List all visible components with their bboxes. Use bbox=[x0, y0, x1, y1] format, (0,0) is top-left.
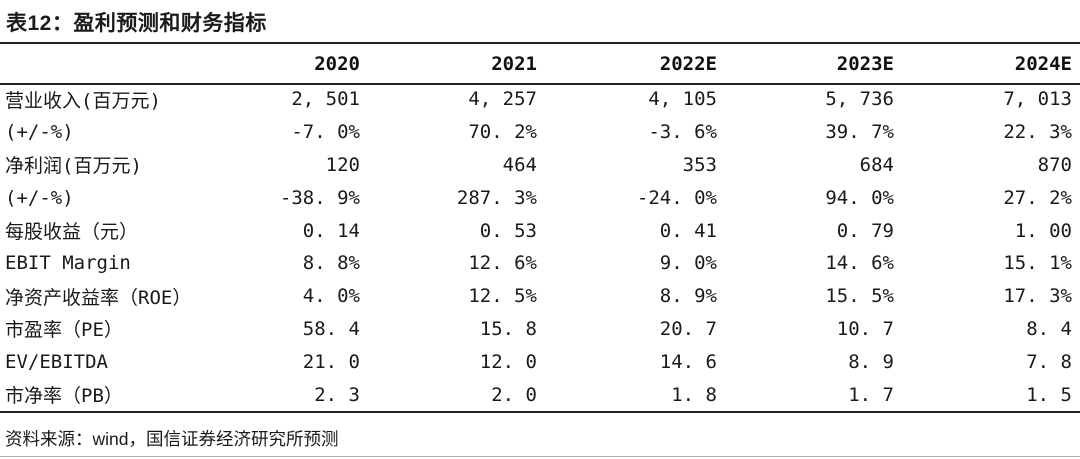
row-label: 市盈率（PE） bbox=[5, 319, 123, 342]
table-row: 每股收益（元） 0. 14 0. 53 0. 41 0. 79 1. 00 bbox=[0, 214, 1072, 247]
table-cell: 5, 736 bbox=[825, 88, 894, 111]
table-cell: 2, 501 bbox=[291, 88, 360, 111]
row-label: 营业收入(百万元) bbox=[5, 89, 161, 112]
table-cell: -38. 9% bbox=[279, 186, 360, 209]
table-cell: 1. 00 bbox=[1014, 219, 1072, 242]
table-cell: 4, 105 bbox=[648, 88, 717, 111]
title-rule bbox=[0, 42, 1080, 44]
table-row: 净资产收益率（ROE） 4. 0% 12. 5% 8. 9% 15. 5% 17… bbox=[0, 280, 1072, 313]
table-cell: 10. 7 bbox=[836, 317, 894, 340]
table-row: (+/-%) -7. 0% 70. 2% -3. 6% 39. 7% 22. 3… bbox=[0, 116, 1072, 149]
table-cell: 1. 5 bbox=[1026, 383, 1072, 406]
table-cell: 9. 0% bbox=[659, 252, 717, 275]
table-cell: 870 bbox=[1037, 153, 1072, 176]
table-cell: 2. 3 bbox=[314, 383, 360, 406]
table-cell: 120 bbox=[325, 153, 360, 176]
table-cell: 15. 1% bbox=[1003, 252, 1072, 275]
table-cell: 12. 5% bbox=[468, 285, 537, 308]
financial-forecast-table: 2020 2021 2022E 2023E 2024E 营业收入(百万元) 2,… bbox=[0, 44, 1072, 411]
table-cell: 22. 3% bbox=[1003, 121, 1072, 144]
table-row: EBIT Margin 8. 8% 12. 6% 9. 0% 14. 6% 15… bbox=[0, 247, 1072, 280]
table-cell: 7, 013 bbox=[1003, 88, 1072, 111]
table-cell: 14. 6 bbox=[659, 350, 717, 373]
row-label: 净利润(百万元) bbox=[5, 155, 142, 178]
table-cell: 8. 4 bbox=[1026, 317, 1072, 340]
table-row: 市净率（PB） 2. 3 2. 0 1. 8 1. 7 1. 5 bbox=[0, 378, 1072, 411]
year-column-header: 2022E bbox=[659, 52, 717, 75]
table-cell: 4. 0% bbox=[302, 285, 360, 308]
table-bottom-rule bbox=[0, 411, 1080, 413]
year-column-header: 2020 bbox=[314, 52, 360, 75]
table-cell: 0. 79 bbox=[836, 219, 894, 242]
table-cell: 39. 7% bbox=[825, 121, 894, 144]
row-label: (+/-%) bbox=[5, 186, 74, 209]
year-column-header: 2023E bbox=[836, 52, 894, 75]
header-rule bbox=[0, 83, 1080, 85]
row-label: 每股收益（元） bbox=[5, 221, 139, 244]
table-cell: 15. 5% bbox=[825, 285, 894, 308]
row-label: (+/-%) bbox=[5, 121, 74, 144]
table-cell: 684 bbox=[859, 153, 894, 176]
table-cell: 0. 14 bbox=[302, 219, 360, 242]
table-cell: 58. 4 bbox=[302, 317, 360, 340]
row-label: 净资产收益率（ROE） bbox=[5, 286, 192, 309]
table-cell: 4, 257 bbox=[468, 88, 537, 111]
table-row: (+/-%) -38. 9% 287. 3% -24. 0% 94. 0% 27… bbox=[0, 181, 1072, 214]
table-cell: 287. 3% bbox=[456, 186, 537, 209]
table-cell: 353 bbox=[682, 153, 717, 176]
table-cell: -3. 6% bbox=[648, 121, 717, 144]
year-column-header: 2024E bbox=[1014, 52, 1072, 75]
table-cell: 94. 0% bbox=[825, 186, 894, 209]
table-cell: 14. 6% bbox=[825, 252, 894, 275]
table-cell: 8. 9% bbox=[659, 285, 717, 308]
table-cell: 17. 3% bbox=[1003, 285, 1072, 308]
row-label: EV/EBITDA bbox=[5, 350, 108, 373]
source-note: 资料来源：wind，国信证券经济研究所预测 bbox=[5, 429, 339, 449]
table-cell: 1. 8 bbox=[671, 383, 717, 406]
row-label: EBIT Margin bbox=[5, 252, 131, 275]
row-label: 市净率（PB） bbox=[5, 385, 123, 408]
page-bottom-hairline bbox=[0, 456, 1080, 457]
table-cell: 8. 9 bbox=[848, 350, 894, 373]
table-row: EV/EBITDA 21. 0 12. 0 14. 6 8. 9 7. 8 bbox=[0, 345, 1072, 378]
table-row: 营业收入(百万元) 2, 501 4, 257 4, 105 5, 736 7,… bbox=[0, 83, 1072, 116]
table-row: 净利润(百万元) 120 464 353 684 870 bbox=[0, 149, 1072, 182]
table-cell: 15. 8 bbox=[479, 317, 537, 340]
table-cell: 21. 0 bbox=[302, 350, 360, 373]
year-column-header: 2021 bbox=[491, 52, 537, 75]
header-row: 2020 2021 2022E 2023E 2024E bbox=[0, 44, 1072, 83]
table-cell: 12. 0 bbox=[479, 350, 537, 373]
table-cell: 464 bbox=[502, 153, 537, 176]
table-cell: 20. 7 bbox=[659, 317, 717, 340]
table-cell: 0. 41 bbox=[659, 219, 717, 242]
table-cell: 2. 0 bbox=[491, 383, 537, 406]
table-cell: 12. 6% bbox=[468, 252, 537, 275]
table-cell: 27. 2% bbox=[1003, 186, 1072, 209]
table-cell: 1. 7 bbox=[848, 383, 894, 406]
table-row: 市盈率（PE） 58. 4 15. 8 20. 7 10. 7 8. 4 bbox=[0, 313, 1072, 346]
table-cell: -7. 0% bbox=[291, 121, 360, 144]
table-cell: 7. 8 bbox=[1026, 350, 1072, 373]
table-cell: -24. 0% bbox=[636, 186, 717, 209]
table-cell: 0. 53 bbox=[479, 219, 537, 242]
empty-header-cell bbox=[0, 44, 185, 83]
table-cell: 8. 8% bbox=[302, 252, 360, 275]
table-title: 表12：盈利预测和财务指标 bbox=[6, 12, 267, 35]
table-cell: 70. 2% bbox=[468, 121, 537, 144]
